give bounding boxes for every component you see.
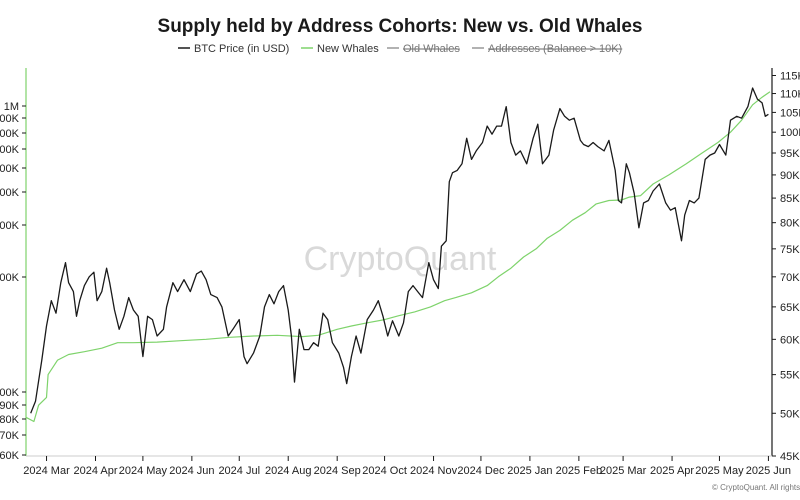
right-axis-ticks: 115K 110K 105K 100K 95K 90K 85K 80K 75K 70K 65K 60K… — [772, 71, 800, 463]
right-tick-label: 115K — [780, 71, 800, 83]
legend-item-old-whales[interactable]: Old Whales — [387, 43, 460, 55]
x-tick-label: 2024 Jul — [218, 465, 260, 477]
x-tick-label: 2024 Aug — [265, 465, 312, 477]
series-line-new-whales — [25, 91, 771, 423]
left-tick-label: 170K — [0, 430, 20, 442]
right-tick-label: 105K — [780, 107, 800, 119]
legend-label-old-whales: Old Whales — [403, 43, 460, 55]
right-tick-label: 55K — [780, 370, 800, 382]
left-tick-label: 1M — [4, 101, 19, 113]
left-tick-label: 190K — [0, 400, 20, 412]
right-tick-label: 80K — [780, 218, 800, 230]
right-tick-label: 90K — [780, 170, 800, 182]
right-tick-label: 100K — [780, 127, 800, 139]
right-tick-label: 70K — [780, 272, 800, 284]
x-tick-label: 2024 Mar — [23, 465, 70, 477]
legend-label-btc-price: BTC Price (in USD) — [194, 43, 289, 55]
x-tick-label: 2025 Jan — [507, 465, 552, 477]
left-tick-label: 200K — [0, 387, 20, 399]
x-tick-label: 2024 Dec — [457, 465, 505, 477]
credit-text: © CryptoQuant. All rights re — [712, 483, 800, 492]
right-tick-label: 95K — [780, 148, 800, 160]
right-tick-label: 85K — [780, 193, 800, 205]
right-tick-label: 75K — [780, 244, 800, 256]
left-tick-label: 800K — [0, 128, 20, 140]
legend-item-new-whales[interactable]: New Whales — [301, 43, 379, 55]
right-tick-label: 65K — [780, 302, 800, 314]
x-axis-ticks: 2024 Mar 2024 Apr 2024 May 2024 Jun 2024 Jul… — [23, 456, 791, 477]
left-tick-label: 180K — [0, 414, 20, 426]
right-tick-label: 110K — [780, 89, 800, 101]
x-tick-label: 2025 Jun — [746, 465, 791, 477]
series-layer — [25, 87, 771, 423]
x-tick-label: 2024 Oct — [362, 465, 407, 477]
legend-item-btc-price[interactable]: BTC Price (in USD) — [178, 43, 289, 55]
chart-title: Supply held by Address Cohorts: New vs. … — [158, 16, 643, 37]
left-tick-label: 600K — [0, 163, 20, 175]
watermark: CryptoQuant — [304, 240, 497, 278]
x-tick-label: 2024 Jun — [169, 465, 214, 477]
left-tick-label: 500K — [0, 187, 20, 199]
legend: BTC Price (in USD) New Whales Old Whales… — [178, 43, 622, 55]
x-tick-label: 2025 Feb — [556, 465, 602, 477]
left-tick-label: 700K — [0, 144, 20, 156]
legend-item-addresses-10k[interactable]: Addresses (Balance > 10K) — [472, 43, 622, 55]
series-line-btc-price — [30, 87, 769, 414]
right-tick-label: 45K — [780, 451, 800, 463]
x-tick-label: 2024 Nov — [410, 465, 458, 477]
right-tick-label: 50K — [780, 408, 800, 420]
x-tick-label: 2025 May — [695, 465, 744, 477]
right-tick-label: 60K — [780, 334, 800, 346]
legend-label-addresses-10k: Addresses (Balance > 10K) — [488, 43, 622, 55]
left-tick-label: 900K — [0, 113, 20, 125]
x-tick-label: 2024 May — [119, 465, 168, 477]
x-tick-label: 2025 Mar — [600, 465, 647, 477]
x-tick-label: 2024 Apr — [73, 465, 117, 477]
x-tick-label: 2025 Apr — [650, 465, 694, 477]
left-tick-label: 160K — [0, 450, 20, 462]
left-tick-label: 400K — [0, 220, 20, 232]
left-tick-label: 300K — [0, 272, 20, 284]
x-tick-label: 2024 Sep — [314, 465, 361, 477]
legend-label-new-whales: New Whales — [317, 43, 379, 55]
left-axis-ticks: 1M900K 800K 700K 600K 500K 400K 300K 200K190K 18… — [0, 101, 26, 462]
